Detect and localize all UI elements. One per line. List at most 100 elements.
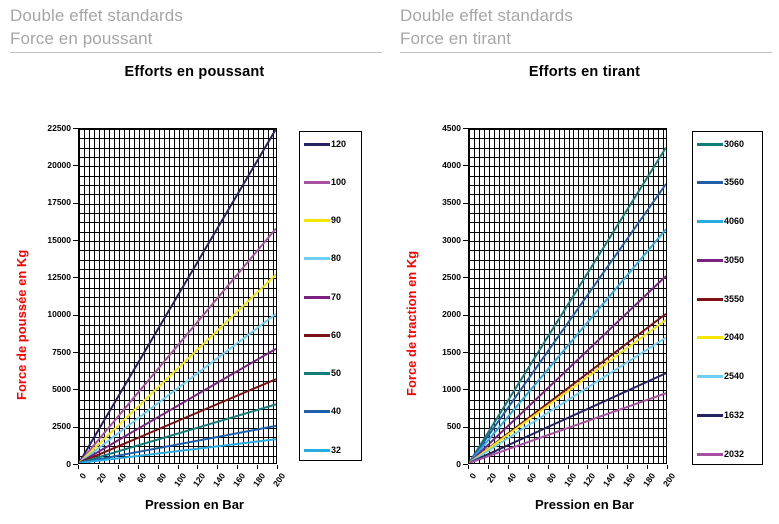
x-tick-label: 40: [504, 471, 518, 485]
x-tick-mark: [627, 465, 628, 469]
x-tick-mark: [118, 465, 119, 469]
legend-left[interactable]: 120 100 90 80 70 60 50 40 32: [299, 131, 362, 461]
legend-swatch-icon: [304, 142, 330, 146]
y-tick-mark: [463, 240, 468, 241]
legend-label: 100: [331, 176, 347, 187]
x-tick-mark: [197, 465, 198, 469]
x-tick-mark: [178, 465, 179, 469]
chart-poussant: Force de poussée en Kg 0 2500 5000 7500 1000…: [0, 0, 389, 524]
x-tick-mark: [568, 465, 569, 469]
legend-item-3550[interactable]: 3550: [697, 294, 744, 304]
series-line-90: [79, 273, 276, 463]
legend-label: 90: [331, 215, 342, 225]
x-tick-label: 120: [581, 471, 598, 489]
series-line-1632: [469, 372, 666, 463]
x-tick-label: 200: [660, 471, 678, 489]
legend-swatch-icon: [697, 452, 723, 456]
x-tick-mark: [98, 465, 99, 469]
y-tick-label: 3000: [442, 234, 461, 245]
x-tick-label: 20: [484, 471, 499, 485]
panel-poussant: Double effet standards Force en poussant…: [0, 0, 389, 524]
y-tick-mark: [73, 352, 78, 353]
header-line-1: Double effet standards: [400, 6, 573, 25]
legend-item-70[interactable]: 70: [304, 292, 341, 302]
header-line-1: Double effet standards: [10, 6, 183, 25]
x-tick-mark: [528, 465, 529, 469]
legend-item-3060[interactable]: 3060: [697, 139, 744, 149]
legend-item-4060[interactable]: 4060: [697, 217, 744, 227]
legend-item-3560[interactable]: 3560: [697, 178, 744, 188]
legend-item-90[interactable]: 90: [304, 216, 341, 226]
series-line-120: [79, 129, 276, 463]
x-tick-mark: [587, 465, 588, 469]
y-tick-mark: [73, 389, 78, 390]
x-tick-mark: [607, 465, 608, 469]
legend-right[interactable]: 3060 3560 4060 3050 3550 2040 2540 1632 2032: [692, 131, 763, 465]
y-tick-label: 5000: [52, 383, 71, 394]
legend-item-3050[interactable]: 3050: [697, 255, 744, 265]
y-tick-mark: [463, 427, 468, 428]
legend-label: 2032: [724, 448, 745, 459]
x-tick-mark: [548, 465, 549, 469]
legend-item-2040[interactable]: 2040: [697, 333, 744, 343]
y-tick-label: 0: [66, 458, 71, 469]
header-line-2: Force en tirant: [400, 29, 512, 48]
legend-item-120[interactable]: 120: [304, 139, 346, 149]
legend-item-40[interactable]: 40: [304, 407, 341, 417]
legend-item-60[interactable]: 60: [304, 330, 341, 340]
panel-header-left: Double effet standards Force en poussant: [10, 4, 382, 53]
x-tick-mark: [468, 465, 469, 469]
legend-label: 40: [331, 406, 342, 417]
y-tick-mark: [73, 427, 78, 428]
x-tick-label: 140: [601, 471, 618, 489]
y-tick-label: 500: [446, 421, 461, 432]
x-tick-mark: [78, 465, 79, 469]
legend-label: 1632: [724, 409, 745, 420]
legend-item-50[interactable]: 50: [304, 369, 341, 379]
legend-swatch-icon: [697, 181, 723, 185]
chart-title-right: Efforts en tirant: [528, 64, 641, 80]
plot-area-right: [468, 128, 667, 464]
legend-item-1632[interactable]: 1632: [697, 410, 744, 420]
legend-item-2032[interactable]: 2032: [697, 449, 744, 459]
x-tick-mark: [237, 465, 238, 469]
y-tick-mark: [73, 128, 78, 129]
legend-swatch-icon: [304, 219, 330, 222]
legend-swatch-icon: [697, 142, 723, 146]
header-divider: [400, 52, 772, 53]
legend-label: 3060: [724, 138, 745, 149]
series-line-70: [79, 347, 276, 463]
legend-item-100[interactable]: 100: [304, 177, 346, 187]
y-tick-mark: [73, 315, 78, 316]
y-tick-label: 4500: [442, 122, 461, 133]
legend-swatch-icon: [697, 220, 723, 223]
y-tick-label: 0: [456, 458, 461, 469]
legend-item-80[interactable]: 80: [304, 254, 341, 264]
y-tick-label: 2500: [442, 271, 461, 282]
y-tick-label: 4000: [442, 159, 461, 170]
y-tick-mark: [463, 277, 468, 278]
x-tick-mark: [647, 465, 648, 469]
x-tick-mark: [508, 465, 509, 469]
y-tick-mark: [463, 165, 468, 166]
y-tick-mark: [463, 352, 468, 353]
legend-item-32[interactable]: 32: [304, 445, 341, 455]
y-tick-label: 20000: [47, 159, 71, 170]
legend-label: 3560: [724, 177, 745, 188]
y-axis-label-right: Force de traction en Kg: [404, 250, 419, 396]
legend-item-2540[interactable]: 2540: [697, 372, 744, 382]
x-tick-label: 180: [640, 471, 658, 489]
panel-tirant: Double effet standards Force en tirant E…: [390, 0, 779, 524]
plot-area-left: [78, 128, 277, 464]
y-tick-mark: [463, 128, 468, 129]
legend-swatch-icon: [697, 297, 723, 301]
legend-label: 80: [331, 253, 342, 264]
series-line-40: [79, 424, 276, 463]
y-tick-mark: [73, 464, 78, 465]
y-tick-mark: [73, 240, 78, 241]
y-tick-label: 3500: [442, 197, 461, 208]
y-tick-label: 7500: [52, 346, 71, 357]
legend-label: 4060: [724, 216, 745, 226]
